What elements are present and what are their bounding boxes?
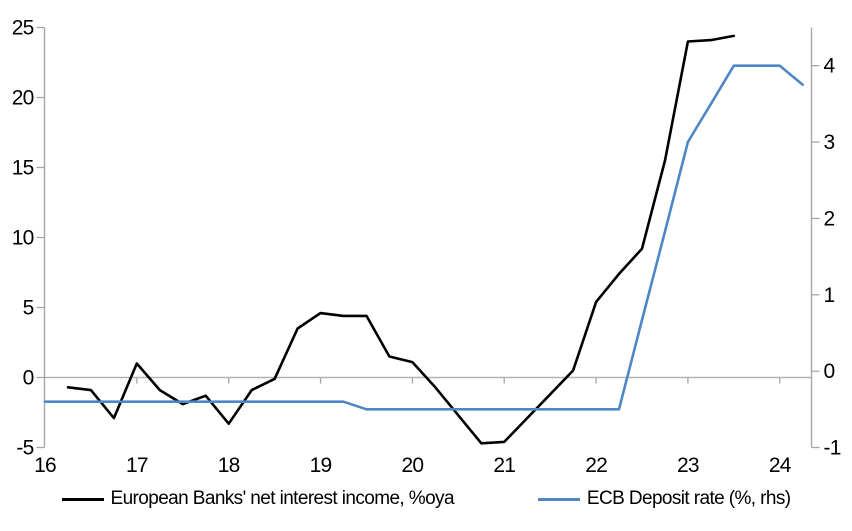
right-axis-label: 3 (824, 131, 835, 154)
legend-item-deposit-rate: ECB Deposit rate (%, rhs) (537, 488, 791, 510)
x-axis-label: 24 (769, 454, 792, 477)
x-axis-label: 23 (677, 454, 699, 477)
right-axis-label: 2 (824, 207, 835, 230)
nii-line-swatch-icon (61, 497, 104, 501)
left-axis-label: 10 (12, 227, 34, 250)
left-axis-label: -5 (16, 437, 33, 460)
x-axis-label: 21 (493, 454, 515, 477)
deposit-rate-line-swatch-icon (537, 497, 580, 501)
x-axis-label: 18 (218, 454, 240, 477)
left-axis-label: 20 (12, 87, 34, 110)
x-axis-label: 22 (585, 454, 607, 477)
right-axis-label: -1 (824, 437, 841, 460)
x-axis-label: 17 (126, 454, 148, 477)
deposit-rate-legend-label: ECB Deposit rate (%, rhs) (586, 488, 791, 509)
left-axis-label: 0 (23, 367, 34, 390)
x-axis-label: 16 (34, 454, 56, 477)
deposit-rate-line (43, 64, 805, 411)
nii-line (66, 34, 736, 445)
left-axis-label: 25 (12, 17, 34, 40)
x-axis-label: 19 (310, 454, 332, 477)
right-axis-label: 0 (824, 360, 835, 383)
legend-item-net-interest-income: European Banks' net interest income, %oy… (61, 488, 455, 510)
right-axis-label: 1 (824, 284, 835, 307)
right-axis-label: 4 (824, 55, 836, 78)
x-axis-label: 20 (402, 454, 424, 477)
legend: European Banks' net interest income, %oy… (0, 488, 852, 510)
left-axis-label: 15 (12, 157, 34, 180)
left-axis-label: 5 (23, 297, 34, 320)
nii-legend-label: European Banks' net interest income, %oy… (110, 488, 455, 509)
